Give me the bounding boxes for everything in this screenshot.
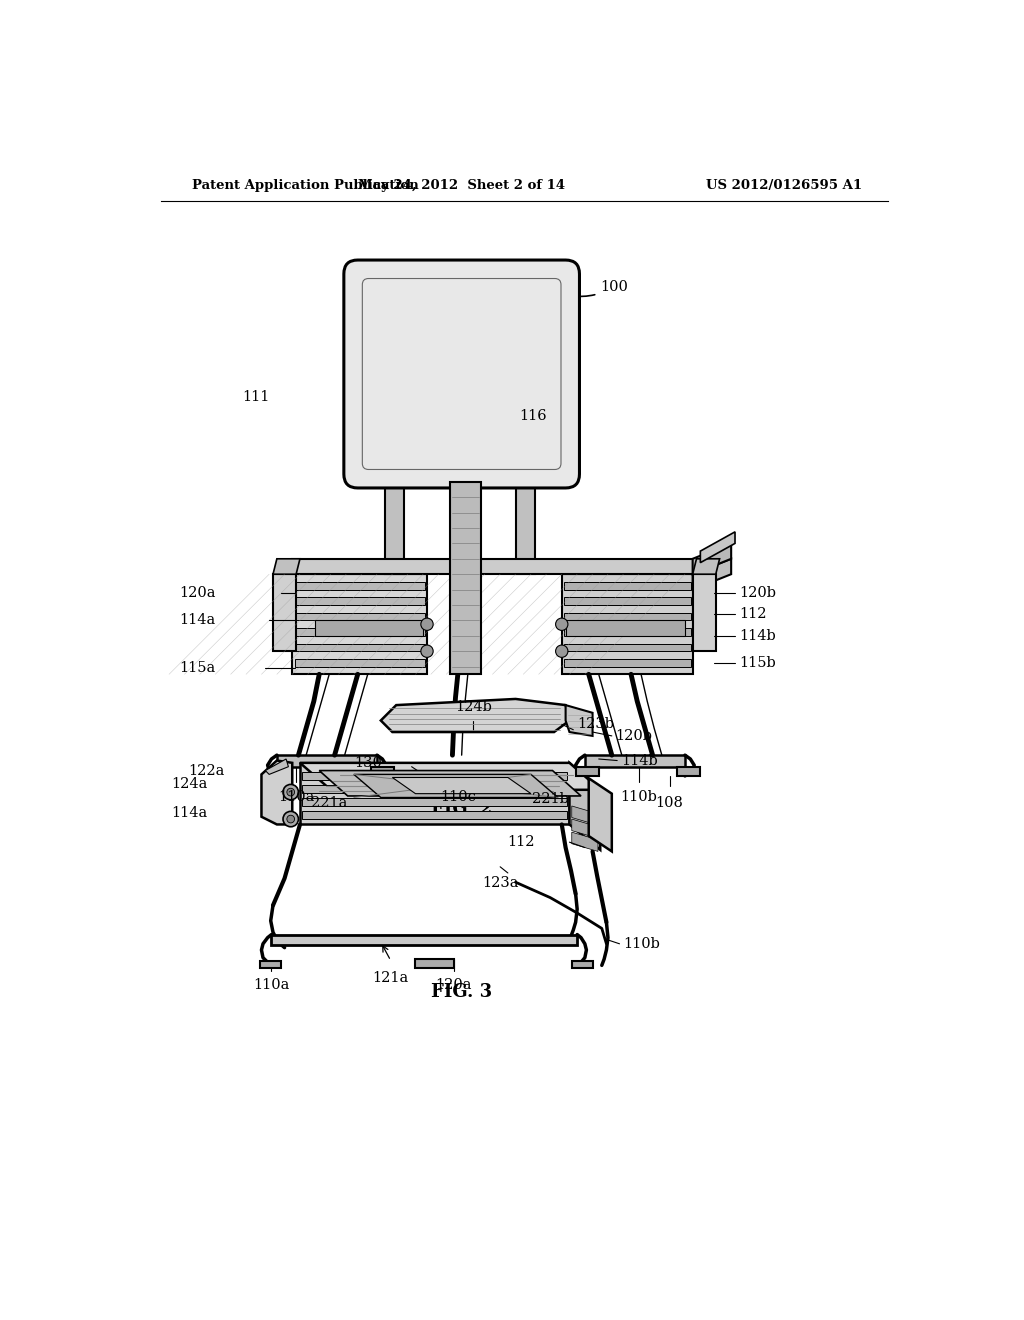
Polygon shape [571, 832, 598, 851]
Text: 123b: 123b [578, 717, 614, 731]
Polygon shape [302, 772, 567, 780]
FancyBboxPatch shape [344, 260, 580, 488]
Text: 123a: 123a [482, 876, 518, 890]
Polygon shape [571, 961, 593, 969]
Polygon shape [515, 478, 535, 574]
Polygon shape [315, 620, 423, 636]
Polygon shape [295, 598, 425, 605]
Polygon shape [692, 574, 716, 651]
Text: 115a: 115a [179, 661, 215, 675]
Polygon shape [267, 767, 291, 776]
Polygon shape [564, 598, 691, 605]
Polygon shape [692, 558, 720, 574]
Polygon shape [381, 700, 569, 733]
Polygon shape [692, 544, 731, 574]
Text: 114b: 114b [621, 754, 657, 767]
Polygon shape [585, 755, 685, 767]
Text: 110a: 110a [253, 978, 290, 993]
Polygon shape [385, 478, 403, 574]
Polygon shape [451, 482, 481, 675]
Polygon shape [302, 812, 567, 818]
Polygon shape [300, 763, 569, 825]
Polygon shape [416, 960, 454, 969]
Circle shape [556, 645, 568, 657]
Text: FIG. 2: FIG. 2 [431, 800, 493, 818]
Circle shape [287, 816, 295, 822]
Polygon shape [295, 582, 425, 590]
Text: 122a: 122a [188, 763, 224, 777]
Polygon shape [265, 759, 289, 775]
Text: US 2012/0126595 A1: US 2012/0126595 A1 [706, 178, 862, 191]
Polygon shape [700, 532, 735, 562]
Text: 114a: 114a [179, 614, 215, 627]
Polygon shape [562, 574, 692, 675]
Polygon shape [261, 760, 292, 825]
Text: 110c: 110c [440, 789, 476, 804]
Polygon shape [571, 818, 598, 838]
Circle shape [421, 618, 433, 631]
Polygon shape [677, 767, 700, 776]
Text: 115b: 115b [739, 656, 775, 669]
Polygon shape [292, 574, 427, 675]
Polygon shape [371, 767, 394, 776]
Polygon shape [571, 807, 598, 825]
Text: 221a: 221a [311, 796, 347, 810]
Polygon shape [260, 961, 281, 969]
Polygon shape [564, 612, 691, 620]
Polygon shape [295, 612, 425, 620]
Circle shape [556, 618, 568, 631]
Text: 121a: 121a [373, 970, 409, 985]
Polygon shape [565, 705, 593, 737]
Text: 112: 112 [739, 607, 766, 622]
Circle shape [287, 788, 295, 796]
Text: 110a: 110a [278, 789, 314, 804]
Polygon shape [354, 775, 558, 797]
Polygon shape [292, 558, 692, 574]
Polygon shape [295, 644, 425, 651]
Text: 221b: 221b [531, 792, 568, 807]
Text: May 24, 2012  Sheet 2 of 14: May 24, 2012 Sheet 2 of 14 [358, 178, 565, 191]
Text: 120a: 120a [179, 586, 215, 601]
Text: 112: 112 [507, 836, 535, 849]
Polygon shape [589, 779, 611, 851]
Text: FIG. 3: FIG. 3 [431, 982, 493, 1001]
Text: 120b: 120b [615, 729, 652, 743]
Polygon shape [692, 558, 731, 590]
Polygon shape [295, 628, 425, 636]
Polygon shape [392, 777, 531, 793]
Text: 120a: 120a [435, 978, 472, 993]
Polygon shape [564, 644, 691, 651]
Text: 114a: 114a [171, 807, 208, 820]
Polygon shape [300, 763, 600, 789]
Text: 108: 108 [655, 796, 683, 810]
Text: 120b: 120b [739, 586, 776, 601]
Polygon shape [569, 763, 600, 850]
Text: Patent Application Publication: Patent Application Publication [193, 178, 419, 191]
Polygon shape [575, 767, 599, 776]
Circle shape [283, 784, 298, 800]
Text: 130: 130 [354, 756, 382, 770]
Text: 116: 116 [519, 409, 547, 424]
Text: 124b: 124b [455, 701, 492, 714]
Polygon shape [564, 628, 691, 636]
Polygon shape [565, 620, 685, 636]
Polygon shape [276, 755, 377, 767]
Polygon shape [302, 799, 567, 807]
Text: 110b: 110b [621, 789, 657, 804]
Text: 124a: 124a [171, 776, 208, 791]
Polygon shape [302, 785, 567, 793]
Polygon shape [273, 574, 296, 651]
Polygon shape [564, 659, 691, 667]
Text: 114b: 114b [739, 628, 775, 643]
Polygon shape [295, 659, 425, 667]
Text: 100: 100 [550, 280, 628, 297]
Polygon shape [273, 558, 300, 574]
Polygon shape [271, 935, 578, 945]
Polygon shape [319, 771, 581, 796]
Polygon shape [564, 582, 691, 590]
Circle shape [283, 812, 298, 826]
Text: 110b: 110b [624, 937, 660, 950]
Text: 111: 111 [242, 391, 269, 404]
Circle shape [421, 645, 433, 657]
